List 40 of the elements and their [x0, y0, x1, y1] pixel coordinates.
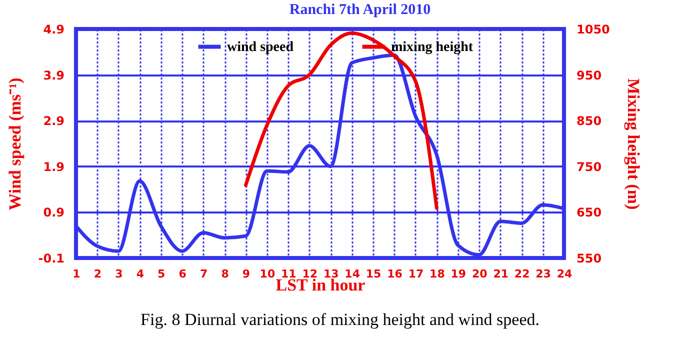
y-tick-label: 3.9 [43, 68, 64, 82]
y-axis-title: Wind speed (ms⁻¹) [5, 78, 24, 210]
y-tick-label: 1.9 [43, 160, 64, 174]
x-tick-label: 22 [514, 268, 530, 280]
x-tick-label: 24 [556, 268, 572, 280]
x-tick-label: 21 [493, 268, 509, 280]
x-tick-label: 16 [387, 268, 403, 280]
x-tick-label: 20 [472, 268, 488, 280]
y2-tick-label: 1050 [576, 22, 610, 36]
x-tick-label: 9 [242, 268, 250, 280]
x-tick-label: 23 [536, 268, 551, 280]
x-tick-label: 5 [158, 268, 166, 280]
x-tick-label: 6 [178, 268, 187, 280]
x-tick-label: 2 [94, 268, 102, 280]
x-tick-label: 18 [430, 268, 445, 280]
y-tick-label: 4.9 [43, 22, 64, 36]
y-tick-label: -0.1 [38, 252, 64, 266]
y-tick-label: 2.9 [43, 114, 64, 128]
x-tick-label: 11 [281, 268, 296, 280]
y2-tick-label: 650 [576, 206, 602, 220]
x-tick-label: 7 [200, 268, 208, 280]
y-tick-label: 0.9 [43, 206, 64, 220]
y2-tick-label: 550 [576, 252, 602, 266]
y2-axis-title: Mixing height (m) [624, 78, 643, 210]
x-tick-label: 8 [221, 268, 229, 280]
caption: Fig. 8 Diurnal variations of mixing height and wind speed. [140, 310, 540, 329]
x-tick-label: 15 [366, 268, 382, 280]
x-tick-label: 4 [136, 268, 144, 280]
chart-title: Ranchi 7th April 2010 [289, 2, 431, 18]
y2-tick-label: 850 [576, 114, 602, 128]
legend-label: wind speed [227, 40, 294, 55]
legend-label: mixing height [391, 40, 474, 55]
y2-tick-label: 750 [576, 160, 602, 174]
x-tick-label: 19 [450, 268, 466, 280]
x-tick-label: 3 [115, 268, 123, 280]
x-tick-label: 1 [72, 268, 80, 280]
x-tick-label: 14 [344, 268, 360, 280]
x-tick-label: 10 [260, 268, 276, 280]
y2-tick-label: 950 [576, 68, 602, 82]
x-tick-label: 17 [408, 268, 424, 280]
